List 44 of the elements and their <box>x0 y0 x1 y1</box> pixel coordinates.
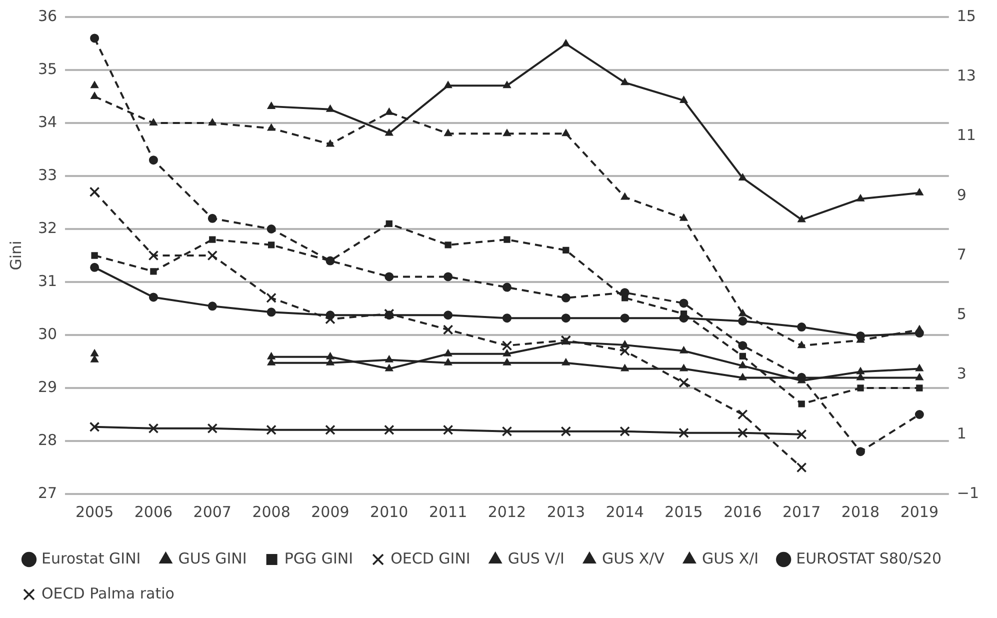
x-tick-label: 2005 <box>75 502 114 521</box>
legend-label: GUS X/I <box>702 549 759 568</box>
legend-label: PGG GINI <box>284 549 354 568</box>
y-tick-label: 33 <box>38 166 58 184</box>
x-tick-label: 2008 <box>252 502 290 521</box>
y-tick-label: 28 <box>38 430 58 449</box>
legend-label: GUS V/I <box>508 549 564 568</box>
y-tick-label: 27 <box>38 484 58 502</box>
legend-label: OECD GINI <box>390 549 470 568</box>
x-tick-label: 2007 <box>193 502 232 521</box>
y-tick-label: 32 <box>38 218 58 237</box>
x-tick-label: 2017 <box>782 502 821 521</box>
x-tick-label: 2014 <box>606 502 644 521</box>
legend-label: EUROSTAT S80/S20 <box>796 549 942 568</box>
x-tick-label: 2012 <box>488 502 526 521</box>
x-tick-label: 2013 <box>546 502 585 521</box>
y2-tick-label: 9 <box>956 186 966 204</box>
legend-label: OECD Palma ratio <box>42 584 174 602</box>
y-tick-label: 34 <box>38 112 58 131</box>
y-tick-label: 29 <box>38 378 58 396</box>
y2-tick-label: 11 <box>956 126 976 144</box>
y2-tick-label: 15 <box>956 6 976 25</box>
legend-label: Eurostat GINI <box>42 549 141 568</box>
x-tick-label: 2019 <box>900 502 939 521</box>
x-tick-label: 2018 <box>841 502 880 521</box>
x-tick-label: 2015 <box>664 502 703 521</box>
y2-tick-label: 13 <box>956 66 976 85</box>
y2-tick-label: 1 <box>956 424 966 442</box>
y-tick-label: 36 <box>38 6 58 25</box>
x-tick-label: 2011 <box>428 502 468 521</box>
y2-tick-label: 3 <box>956 364 966 383</box>
legend-label: GUS X/V <box>602 549 666 568</box>
legend-label: GUS GINI <box>178 549 247 568</box>
y2-tick-label: 5 <box>956 305 966 324</box>
y2-tick-label: −1 <box>956 484 980 502</box>
y-axis-title: Gini <box>6 240 25 270</box>
x-tick-label: 2010 <box>370 502 408 521</box>
y-tick-label: 35 <box>38 60 58 78</box>
y-tick-label: 30 <box>38 324 58 343</box>
x-tick-label: 2016 <box>724 502 762 521</box>
x-tick-label: 2006 <box>134 502 173 521</box>
y-tick-label: 31 <box>38 272 58 290</box>
x-tick-label: 2009 <box>311 502 350 521</box>
y2-tick-label: 7 <box>956 245 966 264</box>
